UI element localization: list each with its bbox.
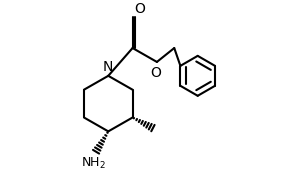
Text: N: N bbox=[102, 60, 113, 74]
Text: NH$_2$: NH$_2$ bbox=[81, 156, 106, 171]
Text: O: O bbox=[134, 2, 145, 16]
Text: O: O bbox=[151, 66, 162, 80]
